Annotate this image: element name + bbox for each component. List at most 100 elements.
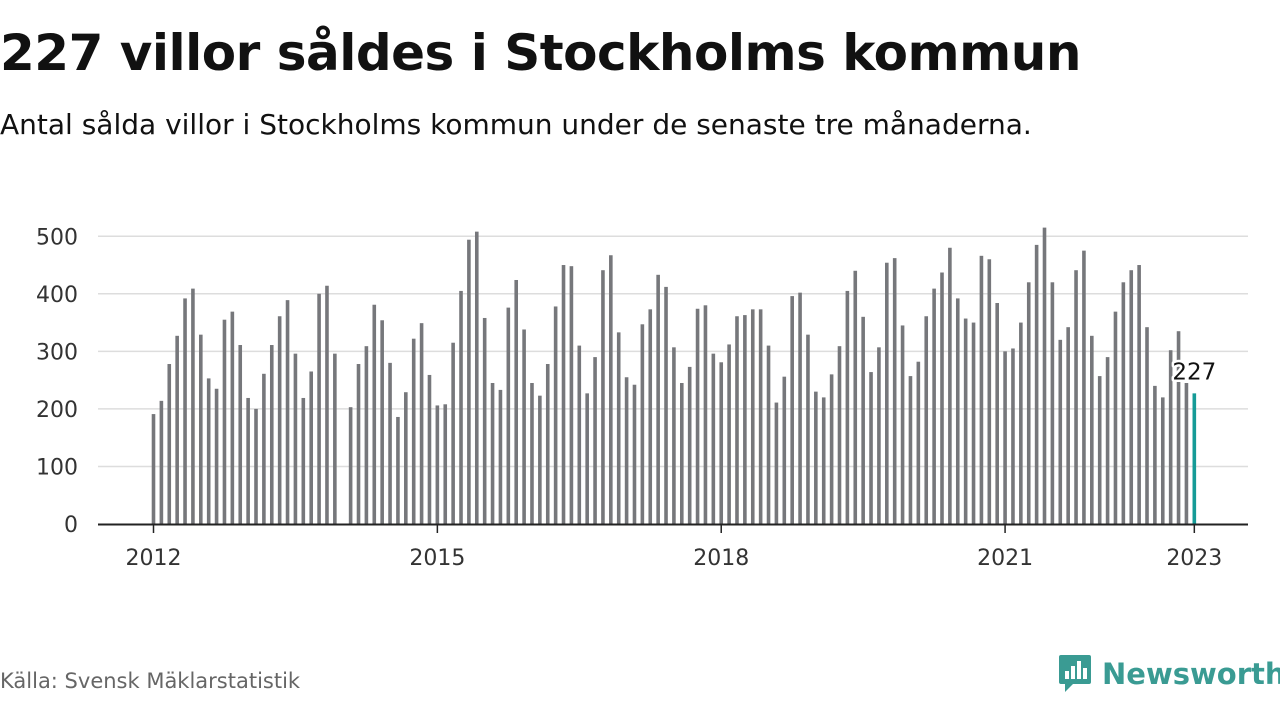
bar [1184, 383, 1189, 524]
y-tick-label: 100 [36, 455, 78, 480]
brand-logo[interactable]: Newsworthy [1058, 654, 1280, 694]
bar [427, 374, 432, 524]
bar [892, 258, 897, 524]
bar [609, 255, 613, 524]
bar [309, 371, 313, 524]
bar [1074, 270, 1078, 524]
bar [679, 383, 684, 524]
bar [238, 345, 243, 524]
bar [364, 346, 369, 524]
bar [593, 357, 597, 524]
axes: 0 100 200 300 400 500 227 2012 2015 2018 2021 2023 [36, 225, 1248, 571]
bar [1145, 327, 1149, 524]
bar [356, 364, 361, 524]
bar [963, 318, 968, 524]
bar [467, 239, 471, 524]
bar [1066, 327, 1070, 524]
bar [782, 376, 787, 524]
bar [175, 335, 179, 524]
bar-latest [1192, 393, 1197, 524]
bar [750, 309, 755, 524]
bar [798, 292, 802, 524]
bar [932, 288, 936, 524]
bar [585, 393, 589, 524]
bar [774, 402, 779, 524]
bar [490, 383, 495, 524]
bar [687, 366, 692, 524]
bar [1160, 397, 1165, 524]
bar [885, 262, 889, 524]
bar [1058, 339, 1063, 524]
bar [522, 329, 526, 524]
bar [1129, 270, 1134, 524]
bar [411, 338, 416, 524]
bar [648, 309, 653, 524]
bar [790, 296, 794, 524]
x-tick-label: 2021 [977, 546, 1033, 571]
x-tick-label: 2023 [1166, 546, 1222, 571]
bar [664, 286, 668, 524]
bar [1137, 265, 1141, 524]
bar [845, 290, 850, 524]
bar [829, 374, 834, 524]
brand-name: Newsworthy [1102, 657, 1280, 691]
bar [719, 362, 724, 524]
bar [821, 397, 826, 524]
bar [388, 362, 392, 524]
bar [301, 397, 306, 524]
bar-chart: 0 100 200 300 400 500 227 2012 2015 2018 2021 2023 [36, 225, 1248, 571]
bar [1011, 348, 1015, 524]
bar [616, 332, 621, 524]
bar [530, 383, 534, 524]
bar [640, 324, 645, 524]
bar [222, 319, 227, 524]
bar [727, 344, 731, 524]
bar [1097, 376, 1102, 524]
bar [246, 397, 250, 524]
bar [348, 407, 353, 524]
bar [1082, 250, 1086, 524]
bar [1026, 282, 1031, 524]
bar [656, 274, 660, 524]
bar [419, 323, 424, 524]
bar [1121, 282, 1126, 524]
x-tick-label: 2015 [409, 546, 465, 571]
bar [285, 300, 290, 524]
bar [191, 288, 195, 524]
bar [766, 345, 771, 524]
bar [1090, 335, 1094, 524]
bar [940, 272, 944, 524]
bar [743, 315, 747, 524]
bar [601, 270, 605, 524]
chart-subtitle: Antal sålda villor i Stockholms kommun u… [0, 108, 1032, 141]
bar [482, 317, 487, 524]
bar [269, 345, 274, 524]
y-tick-label: 0 [64, 513, 78, 538]
bar [924, 316, 929, 524]
y-tick-label: 500 [36, 225, 78, 250]
bar [214, 388, 219, 524]
bar [814, 391, 818, 524]
bar [908, 376, 913, 524]
bar [1034, 244, 1039, 524]
y-tick-label: 300 [36, 340, 78, 365]
bar [672, 347, 676, 524]
bar [498, 389, 503, 524]
y-tick-label: 200 [36, 398, 78, 423]
x-tick-label: 2018 [693, 546, 749, 571]
bar [1113, 311, 1118, 524]
bar [404, 392, 408, 524]
bar [632, 384, 637, 524]
bar [1176, 331, 1181, 524]
bar [254, 408, 258, 524]
bar [372, 304, 377, 524]
x-tick-label: 2012 [126, 546, 182, 571]
bar [987, 259, 992, 524]
newsworthy-chart-icon [1059, 655, 1091, 692]
bar [325, 285, 329, 524]
bar [293, 353, 298, 524]
bar [577, 345, 582, 524]
bar [538, 395, 542, 524]
bar [396, 416, 400, 524]
bar [474, 231, 479, 524]
